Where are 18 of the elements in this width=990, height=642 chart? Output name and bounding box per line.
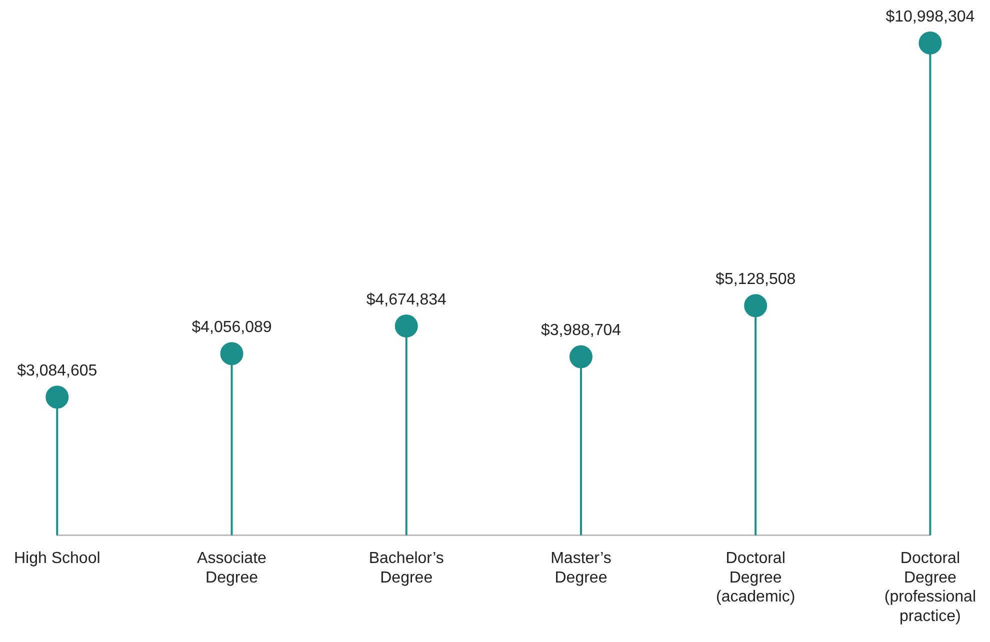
x-tick-label: Doctoral Degree (academic) (716, 550, 796, 606)
x-tick-label: Associate Degree (197, 550, 267, 586)
data-label: $4,056,089 (192, 319, 272, 336)
point (394, 314, 418, 338)
data-label: $5,128,508 (716, 271, 796, 288)
point (744, 294, 768, 318)
x-tick-label: Bachelor’s Degree (368, 550, 444, 586)
data-label: $4,674,834 (366, 291, 446, 308)
data-label: $10,998,304 (886, 8, 975, 26)
data-label: $3,084,605 (17, 362, 98, 380)
x-tick-label: Master’s Degree (550, 550, 612, 586)
data-label: $3,988,704 (540, 322, 622, 340)
point (918, 32, 942, 54)
point (569, 345, 592, 368)
x-tick-label: Doctoral Degree (professional practice) (884, 550, 976, 625)
point (46, 386, 69, 409)
point (220, 342, 244, 366)
x-tick-label: High School (14, 550, 100, 568)
